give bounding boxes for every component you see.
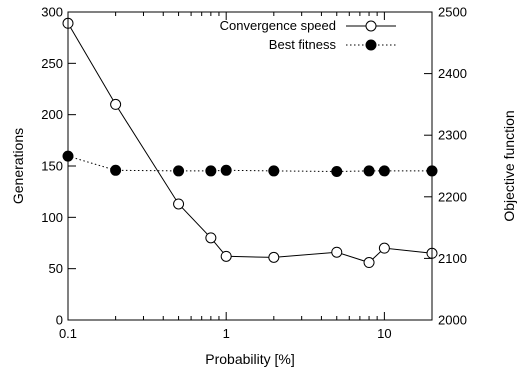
data-point-best-fitness xyxy=(363,165,375,177)
right-tick-label: 2300 xyxy=(438,128,467,143)
data-point-best-fitness xyxy=(331,166,343,178)
plot-frame xyxy=(67,11,433,321)
data-point-best-fitness xyxy=(220,164,232,176)
x-tick-label: 0.1 xyxy=(59,326,77,341)
left-tick-label: 0 xyxy=(56,313,63,328)
x-tick-label: 10 xyxy=(377,326,391,341)
x-tick-label: 1 xyxy=(223,326,230,341)
data-point-convergence-speed xyxy=(110,98,122,110)
x-axis-ticks: 0.1 1 10 xyxy=(59,12,433,341)
data-point-convergence-speed xyxy=(363,257,375,269)
data-point-convergence-speed xyxy=(331,246,343,258)
left-tick-label: 200 xyxy=(41,107,63,122)
right-tick-label: 2500 xyxy=(438,5,467,20)
left-tick-label: 150 xyxy=(41,159,63,174)
data-point-best-fitness xyxy=(378,165,390,177)
left-axis-label: Generations xyxy=(10,128,26,204)
legend-label-best-fitness: Best fitness xyxy=(269,37,337,52)
right-axis-label: Objective function xyxy=(501,110,517,221)
right-tick-label: 2100 xyxy=(438,251,467,266)
left-tick-label: 300 xyxy=(41,5,63,20)
series-line-convergence-speed xyxy=(67,23,433,264)
data-point-convergence-speed xyxy=(205,232,217,244)
series-lines xyxy=(67,23,433,264)
series-markers xyxy=(62,17,438,269)
data-point-best-fitness xyxy=(110,164,122,176)
right-tick-label: 2200 xyxy=(438,189,467,204)
legend-marker-best-fitness xyxy=(365,39,377,51)
left-tick-label: 50 xyxy=(49,261,63,276)
legend: Convergence speed Best fitness xyxy=(220,18,396,52)
data-point-convergence-speed xyxy=(173,198,185,210)
data-point-convergence-speed xyxy=(378,242,390,254)
left-axis-ticks: 0 50 100 150 200 250 300 xyxy=(41,5,76,328)
left-tick-label: 250 xyxy=(41,56,63,71)
right-tick-label: 2000 xyxy=(438,313,467,328)
series-line-best-fitness xyxy=(67,155,432,173)
x-axis-label: Probability [%] xyxy=(205,351,294,367)
data-point-best-fitness xyxy=(205,165,217,177)
legend-marker-convergence-speed xyxy=(365,20,377,32)
data-point-best-fitness xyxy=(268,165,280,177)
right-axis-ticks: 2000 2100 2200 2300 2400 2500 xyxy=(424,5,467,328)
data-point-convergence-speed xyxy=(268,251,280,263)
left-tick-label: 100 xyxy=(41,210,63,225)
data-point-convergence-speed xyxy=(220,250,232,262)
right-tick-label: 2400 xyxy=(438,66,467,81)
data-point-best-fitness xyxy=(173,165,185,177)
legend-label-convergence-speed: Convergence speed xyxy=(220,18,336,33)
